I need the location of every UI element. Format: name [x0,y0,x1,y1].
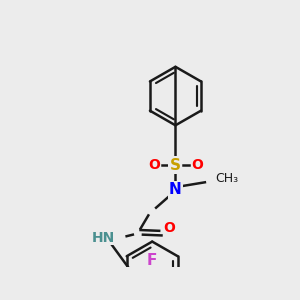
Text: CH₃: CH₃ [216,172,239,185]
Text: O: O [191,158,203,172]
Text: S: S [170,158,181,173]
Text: O: O [163,221,175,236]
Text: F: F [147,253,158,268]
Text: N: N [169,182,182,197]
Text: O: O [148,158,160,172]
Text: HN: HN [92,231,115,245]
